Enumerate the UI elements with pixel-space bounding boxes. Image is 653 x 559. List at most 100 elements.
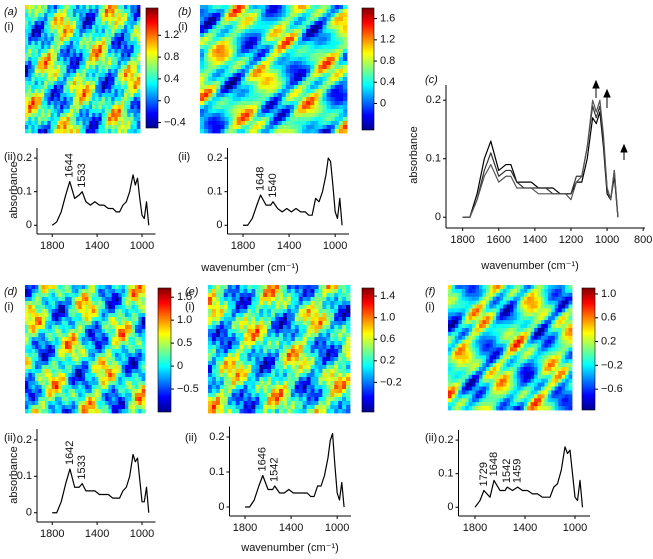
heatmap-cell [259, 309, 264, 314]
heatmap-cell [34, 97, 39, 102]
heatmap-cell [98, 389, 103, 394]
heatmap-cell [63, 45, 67, 50]
heatmap-cell [236, 69, 242, 74]
heatmap-cell [61, 329, 66, 334]
heatmap-cell [271, 357, 276, 362]
heatmap-cell [275, 301, 280, 306]
heatmap-cell [461, 343, 466, 348]
heatmap-cell [318, 353, 323, 358]
heatmap-cell [61, 373, 66, 378]
heatmap-cell [326, 345, 331, 350]
heatmap-cell [281, 113, 287, 118]
heatmap-cell [204, 121, 209, 126]
heatmap-cell [72, 13, 77, 18]
heatmap-cell [208, 349, 213, 354]
heatmap-cell [108, 309, 113, 314]
heatmap-cell [114, 25, 119, 30]
heatmap-cell [38, 305, 43, 310]
heatmap-cell [85, 17, 90, 22]
heatmap-cell [228, 17, 234, 22]
heatmap-cell [451, 324, 456, 329]
heatmap-cell [31, 309, 36, 314]
heatmap-cell [79, 121, 83, 126]
heatmap-cell [65, 373, 69, 378]
heatmap-cell [306, 357, 311, 362]
heatmap-cell [227, 325, 233, 330]
heatmap-cell [346, 309, 351, 314]
heatmap-cell [95, 81, 99, 86]
heatmap-cell [244, 21, 250, 26]
heatmap-cell [302, 45, 307, 50]
heatmap-cell [81, 313, 86, 318]
heatmap-cell [85, 377, 89, 382]
heatmap-cell [124, 89, 128, 94]
heatmap-cell [243, 397, 248, 402]
heatmap-cell [259, 345, 264, 350]
heatmap-cell [208, 109, 213, 114]
heatmap-cell [285, 25, 291, 30]
heatmap-cell [108, 69, 112, 74]
heatmap-cell [282, 345, 288, 350]
heatmap-cell [249, 41, 254, 46]
heatmap-cell [136, 37, 141, 42]
heatmap-cell [114, 77, 119, 82]
heatmap-cell [105, 369, 109, 374]
heatmap-cell [306, 25, 311, 30]
heatmap-cell [314, 329, 319, 334]
heatmap-cell [330, 109, 336, 114]
heatmap-cell [342, 337, 347, 342]
heatmap-cell [95, 61, 99, 66]
heatmap-cell [454, 394, 459, 399]
heatmap-cell [251, 393, 256, 398]
heatmap-cell [88, 297, 93, 302]
heatmap-cell [330, 85, 336, 90]
heatmap-cell [82, 41, 87, 46]
heatmap-cell [71, 341, 76, 346]
heatmap-cell [451, 351, 456, 356]
heatmap-cell [326, 349, 331, 354]
heatmap-cell [40, 117, 45, 122]
heatmap-cell [338, 21, 344, 26]
heatmap-cell [136, 113, 141, 118]
heatmap-cell [51, 309, 56, 314]
heatmap-cell [31, 393, 36, 398]
heatmap-cell [72, 21, 77, 26]
heatmap-cell [82, 101, 87, 106]
heatmap-cell [273, 33, 278, 38]
y-tick-label: 0.1 [209, 466, 224, 478]
heatmap-cell [78, 337, 83, 342]
heatmap-cell [127, 37, 131, 42]
heatmap-cell [128, 377, 133, 382]
heatmap-cell [138, 393, 143, 398]
heatmap-cell [314, 101, 319, 106]
heatmap-cell [472, 300, 476, 305]
heatmap-cell [63, 21, 67, 26]
heatmap-cell [239, 317, 244, 322]
heatmap-cell [318, 301, 323, 306]
heatmap-cell [208, 85, 213, 90]
heatmap-cell [279, 293, 284, 298]
heatmap-cell [115, 365, 119, 370]
heatmap-cell [458, 386, 463, 391]
heatmap-cell [76, 109, 80, 114]
heatmap-cell [306, 101, 311, 106]
heatmap-cell [25, 309, 29, 314]
heatmap-cell [60, 105, 64, 110]
heatmap-cell [141, 365, 146, 370]
heatmap-cell [219, 365, 225, 370]
heatmap-cell [105, 313, 109, 318]
heatmap-cell [451, 402, 456, 407]
heatmap-cell [114, 45, 119, 50]
heatmap-cell [244, 13, 250, 18]
heatmap-cell [298, 97, 303, 102]
heatmap-cell [263, 373, 268, 378]
heatmap-cell [204, 13, 209, 18]
heatmap-cell [128, 345, 133, 350]
heatmap-cell [275, 405, 280, 410]
heatmap-cell [50, 81, 55, 86]
heatmap-cell [465, 285, 470, 290]
heatmap-cell [117, 41, 122, 46]
heatmap-cell [223, 353, 229, 358]
heatmap-cell [298, 89, 303, 94]
heatmap-cell [269, 117, 274, 122]
